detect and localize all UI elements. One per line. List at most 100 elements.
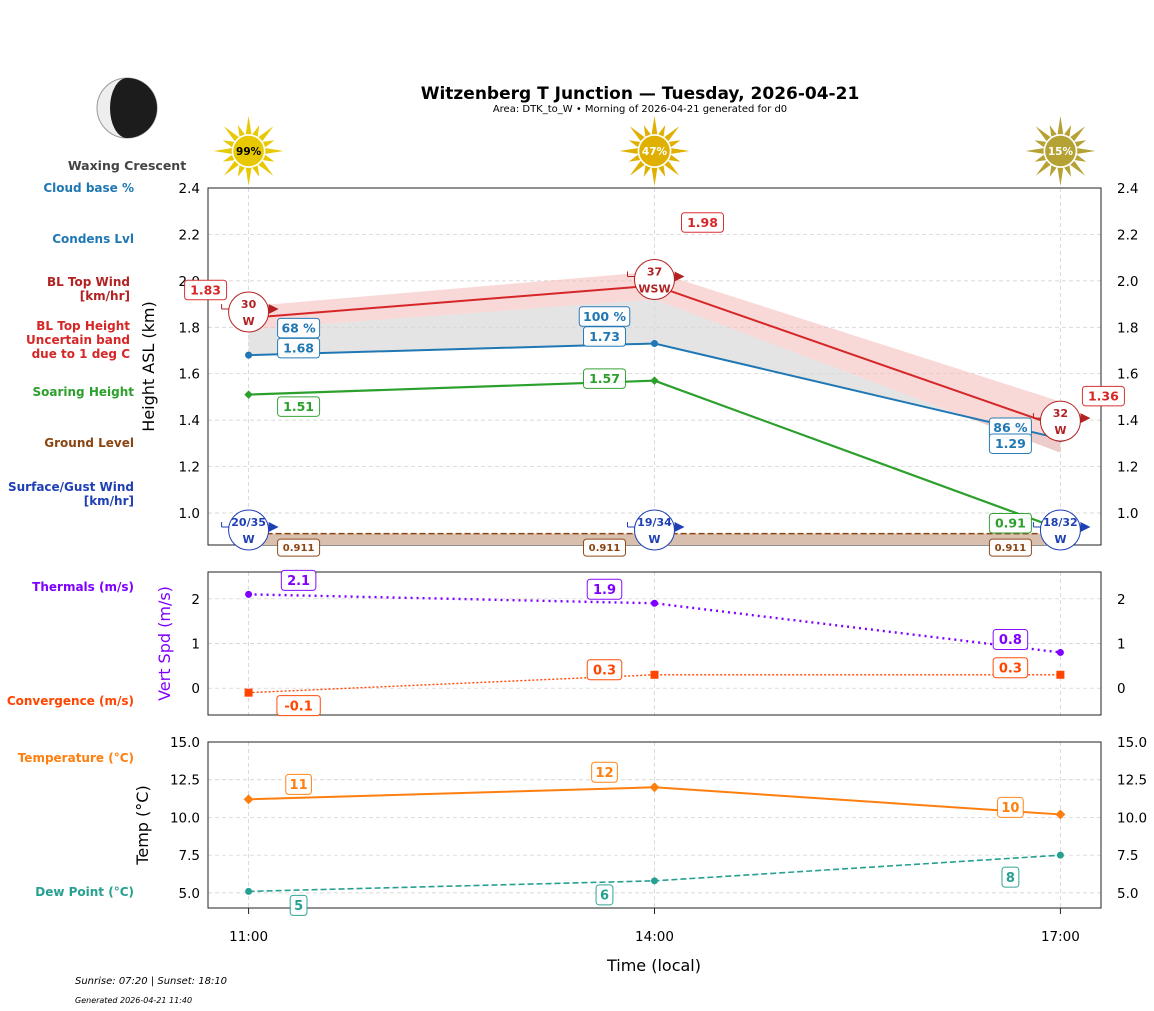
sun-times: Sunrise: 07:20 | Sunset: 18:10	[75, 976, 227, 987]
value-label: 1.9	[593, 583, 616, 598]
value-label: 0.3	[593, 663, 616, 678]
wind-direction: W	[1054, 533, 1066, 546]
thermals-value-label: 2.1	[280, 569, 317, 591]
label-box	[1081, 385, 1125, 407]
convergence-value-label: -0.1	[276, 695, 321, 717]
y-tick-label: 0	[191, 681, 200, 697]
y-tick-label: 12.5	[170, 773, 200, 789]
wind-direction: W	[1054, 424, 1066, 437]
wind-circle	[228, 509, 270, 551]
sun-ray	[1057, 116, 1064, 135]
wind-speed: 30	[241, 298, 257, 311]
sun-ray	[619, 148, 638, 154]
y-tick-label: 1	[191, 637, 200, 653]
value-label: 0.911	[589, 543, 621, 554]
side-legend-label: due to 1 deg C	[32, 347, 131, 361]
side-legend-label: BL Top Height	[36, 319, 130, 333]
sun-ray	[223, 126, 239, 142]
sun-ray	[1064, 125, 1072, 137]
wind-arrow-icon	[268, 522, 279, 532]
temperature-value-label: 12	[591, 761, 618, 783]
wind-speed: 37	[647, 265, 662, 278]
thermals-point	[245, 590, 253, 598]
bl-top-wind-indicator: 30 W	[221, 291, 279, 333]
temperature-point	[1055, 809, 1066, 820]
label-box	[988, 512, 1032, 534]
value-label: 0.8	[999, 633, 1022, 648]
wind-circle	[228, 291, 270, 333]
temperature-point	[649, 782, 660, 793]
y-tick-label-right: 0	[1117, 681, 1126, 697]
side-legend-label: Cloud base %	[43, 181, 134, 195]
value-label: 1.51	[283, 399, 314, 414]
bl-top-wind-indicator: 37 WSW	[627, 258, 685, 300]
ground-level-label: 0.911	[583, 538, 626, 557]
sun-ray	[668, 140, 681, 148]
moon-icon	[96, 77, 158, 139]
label-box	[988, 433, 1032, 454]
bl-top-uncertainty-band	[248, 271, 1061, 453]
sun-ray	[628, 140, 641, 148]
convergence-value-label: 0.3	[586, 659, 623, 681]
side-legend-label: Condens Lvl	[52, 232, 134, 246]
sun-ray	[671, 148, 690, 154]
y-tick-label-right: 2	[1117, 592, 1126, 608]
value-label: 12	[595, 766, 613, 781]
label-box	[591, 761, 618, 783]
y-tick-label: 1.0	[179, 506, 200, 522]
condens-level-label: 1.29	[988, 433, 1032, 454]
temperature-value-label: 10	[997, 796, 1024, 818]
sun-icon: 47%	[619, 116, 690, 186]
label-box	[1001, 866, 1020, 888]
y-tick-label-right: 1.0	[1117, 506, 1138, 522]
sun-ray	[1070, 160, 1086, 176]
value-label: 1.57	[589, 371, 620, 386]
wind-speed: 18/32	[1043, 516, 1078, 529]
sun-ray	[1025, 148, 1044, 154]
y-tick-label-right: 1.8	[1117, 320, 1138, 336]
sun-disc	[637, 134, 672, 168]
y-tick-label: 15.0	[170, 735, 200, 751]
wind-speed: 19/34	[637, 516, 672, 529]
bl-top-height-label: 1.83	[184, 279, 228, 301]
ground-level-label: 0.911	[277, 538, 321, 557]
label-box	[277, 396, 321, 417]
wind-circle	[634, 258, 675, 300]
sun-ray	[629, 126, 645, 142]
wind-arrow-icon	[674, 271, 685, 282]
value-label: 8	[1006, 871, 1015, 886]
side-legend-label: Soaring Height	[33, 385, 135, 399]
dewpoint-point	[1056, 851, 1064, 859]
wind-speed: 32	[1053, 407, 1068, 420]
value-label: 0.911	[283, 543, 315, 554]
sun-ray	[1077, 148, 1096, 154]
sun-ray	[252, 165, 260, 177]
convergence-point	[650, 670, 659, 679]
sun-ray	[1034, 140, 1047, 148]
y-tick-label: 10.0	[170, 810, 200, 826]
y-tick-label-right: 5.0	[1117, 886, 1138, 902]
value-label: 6	[600, 889, 609, 904]
sun-percent-label: 47%	[642, 146, 668, 158]
sun-ray	[651, 116, 658, 135]
label-box	[277, 337, 321, 359]
condens-level-label: 1.68	[277, 337, 321, 359]
wind-circle	[1039, 509, 1081, 551]
label-box	[988, 538, 1032, 557]
side-legend-label: Dew Point (°C)	[35, 885, 134, 899]
soaring-point	[650, 376, 659, 385]
y-tick-label: 5.0	[179, 886, 200, 902]
value-label: 0.91	[995, 516, 1026, 531]
sun-ray	[1049, 125, 1057, 137]
generated-time: Generated 2026-04-21 11:40	[75, 996, 192, 1005]
dewpoint-point	[651, 877, 658, 885]
value-label: 11	[290, 778, 308, 793]
sun-ray	[213, 148, 232, 154]
y-tick-label: 1.4	[179, 413, 200, 429]
moon-phase-label: Waxing Crescent	[68, 158, 186, 173]
thermals-point	[1056, 648, 1064, 656]
sun-ray	[237, 165, 245, 177]
cloud-base-pct-label: 86 %	[988, 417, 1032, 438]
label-box	[997, 796, 1024, 818]
cloud-zone-fill	[248, 299, 1061, 453]
